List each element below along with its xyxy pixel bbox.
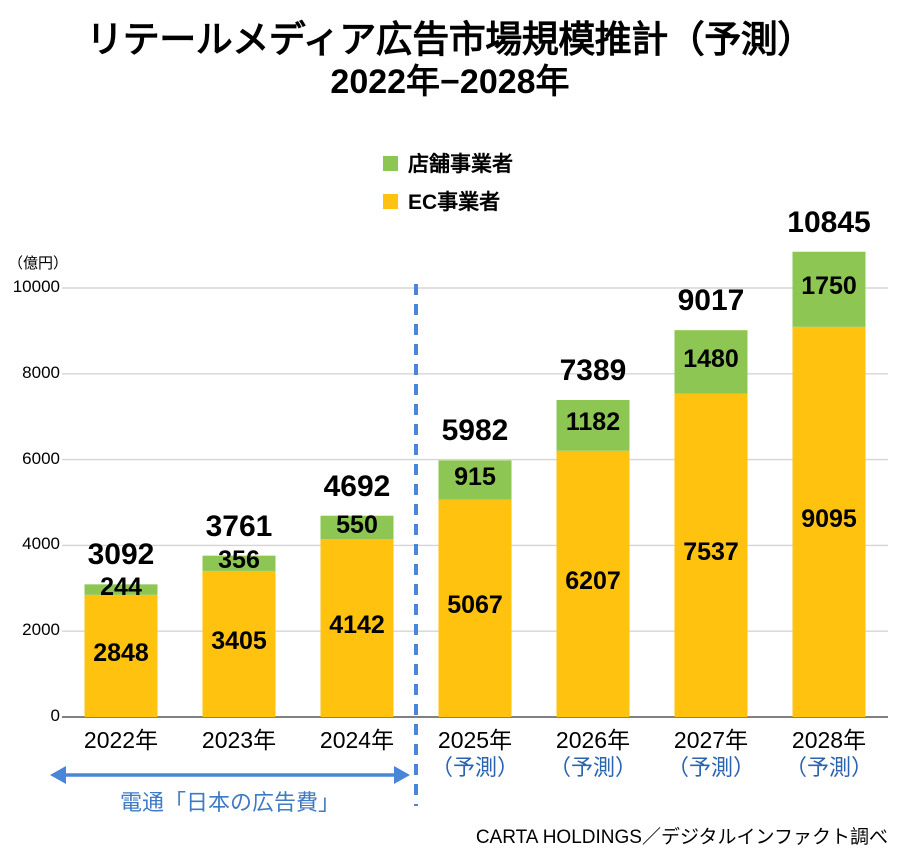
x-axis-forecast-note: （予測） bbox=[430, 754, 519, 780]
y-axis-tick-label: 6000 bbox=[22, 448, 60, 468]
bar-segment-value-store: 244 bbox=[100, 572, 142, 601]
x-axis-tick-label: 2022年 bbox=[41, 727, 201, 755]
legend-label-ec: EC事業者 bbox=[408, 191, 501, 214]
bar-segment-value-ec: 5067 bbox=[447, 591, 503, 620]
x-axis-tick-label: 2023年 bbox=[159, 727, 319, 755]
x-axis-year: 2028年 bbox=[791, 727, 867, 753]
y-axis-tick-label: 0 bbox=[50, 706, 60, 725]
y-axis-unit-label: （億円） bbox=[8, 255, 69, 272]
bar-segment-value-store: 1480 bbox=[683, 344, 739, 373]
x-axis-forecast-note: （予測） bbox=[666, 754, 755, 780]
range-arrow bbox=[50, 766, 410, 784]
x-axis-year: 2022年 bbox=[83, 727, 159, 753]
x-axis-forecast-note: （予測） bbox=[548, 754, 637, 780]
x-axis-tick-label: 2024年 bbox=[277, 727, 437, 755]
x-axis-year: 2023年 bbox=[201, 727, 277, 753]
x-axis-tick-label: 2025年 （予測） bbox=[395, 727, 555, 781]
bar-segment-value-ec: 4142 bbox=[329, 611, 385, 640]
bar-total-label: 5982 bbox=[441, 414, 509, 448]
source-note: CARTA HOLDINGS／デジタルインファクト調べ bbox=[475, 827, 888, 848]
x-axis-year: 2025年 bbox=[437, 727, 513, 753]
bar-segment-value-ec: 6207 bbox=[565, 566, 621, 595]
bar-segment-value-ec: 9095 bbox=[801, 504, 857, 533]
title-line-1: リテールメディア広告市場規模推計（予測） bbox=[86, 19, 814, 60]
bar-total-label: 3092 bbox=[87, 538, 155, 572]
range-annotation-label: 電通「日本の広告費」 bbox=[119, 790, 340, 815]
legend-swatch-store-icon bbox=[383, 155, 398, 171]
legend-item-store: 店舗事業者 bbox=[383, 148, 513, 178]
x-axis-year: 2027年 bbox=[673, 727, 749, 753]
legend-label-store: 店舗事業者 bbox=[408, 153, 513, 176]
x-axis-year: 2026年 bbox=[555, 727, 631, 753]
bar-segment-value-store: 915 bbox=[454, 462, 496, 491]
bar-segment-value-ec: 7537 bbox=[683, 538, 739, 567]
x-axis-year: 2024年 bbox=[319, 727, 395, 753]
bar-segment-value-store: 356 bbox=[218, 546, 260, 575]
bar-total-label: 7389 bbox=[559, 354, 627, 387]
x-axis-forecast-note: （予測） bbox=[784, 754, 873, 780]
x-axis-tick-label: 2028年 （予測） bbox=[749, 727, 900, 781]
x-axis-tick-label: 2027年 （予測） bbox=[631, 727, 791, 781]
bar-total-label: 4692 bbox=[323, 469, 391, 503]
y-axis-tick-label: 8000 bbox=[22, 362, 60, 382]
bar-segment-value-store: 550 bbox=[336, 510, 378, 539]
x-axis-tick-label: 2026年 （予測） bbox=[513, 727, 673, 781]
y-axis-tick-label: 10000 bbox=[12, 277, 60, 296]
bar-total-label: 3761 bbox=[205, 509, 273, 543]
bar-segment-value-ec: 3405 bbox=[211, 626, 267, 655]
title-line-2: 2022年−2028年 bbox=[330, 62, 570, 101]
legend-swatch-ec-icon bbox=[383, 193, 398, 209]
bar-total-label: 9017 bbox=[677, 284, 745, 318]
bar-segment-value-ec: 2848 bbox=[93, 638, 149, 667]
bar-total-label: 10845 bbox=[787, 205, 871, 239]
bar-segment-value-store: 1182 bbox=[565, 408, 621, 437]
y-axis-tick-label: 4000 bbox=[22, 534, 60, 554]
page-title: リテールメディア広告市場規模推計（予測） 2022年−2028年 bbox=[0, 18, 900, 102]
y-axis-tick-label: 2000 bbox=[22, 620, 60, 640]
chart-legend: 店舗事業者 EC事業者 bbox=[383, 148, 513, 216]
bar-segment-value-store: 1750 bbox=[801, 272, 857, 301]
legend-item-ec: EC事業者 bbox=[383, 186, 513, 216]
bar-group bbox=[84, 251, 866, 717]
